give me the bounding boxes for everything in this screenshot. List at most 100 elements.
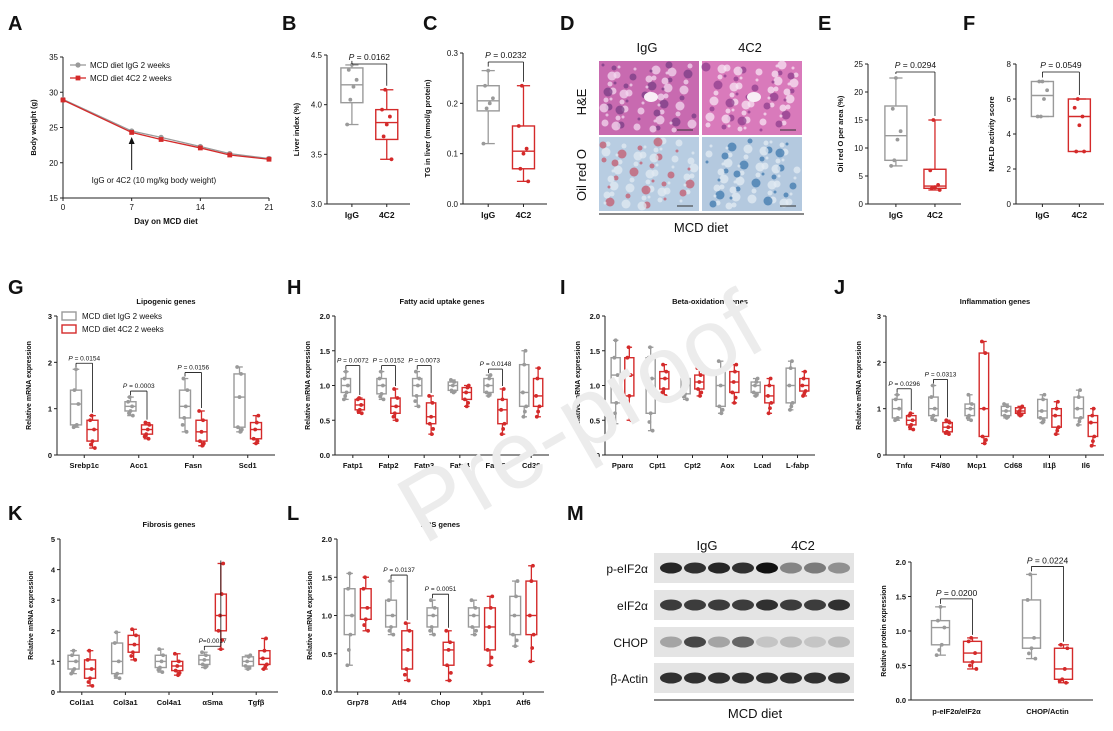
p-value-label: P = 0.0156 <box>177 365 209 372</box>
x-tick-label: Aox <box>720 461 735 470</box>
tissue-cell <box>705 112 715 122</box>
y-tick-label: 3.5 <box>311 150 323 159</box>
x-tick-label: Tnfα <box>896 461 913 470</box>
tissue-cell <box>719 174 729 184</box>
tissue-cell <box>617 149 627 159</box>
data-point <box>343 394 348 398</box>
data-point <box>491 96 495 101</box>
legend-label: MCD diet 4C2 2 weeks <box>82 325 164 334</box>
tissue-cell <box>661 181 667 187</box>
tissue-cell <box>783 98 787 102</box>
data-point <box>1037 79 1042 84</box>
data-point <box>698 373 703 377</box>
series-marker <box>197 145 203 151</box>
tissue-cell <box>793 72 799 78</box>
data-point <box>117 676 122 681</box>
y-tick-label: 1 <box>877 405 881 414</box>
panel-letter: F <box>963 13 975 35</box>
box-rect <box>233 373 246 428</box>
data-point <box>937 188 942 192</box>
tissue-cell <box>653 109 661 117</box>
tissue-cell <box>649 125 657 133</box>
data-point <box>928 168 933 173</box>
blot-band <box>828 636 850 648</box>
y-axis-label: Oil red O per area (%) <box>836 95 845 172</box>
data-point <box>698 394 702 398</box>
data-point <box>357 407 362 412</box>
data-point <box>133 657 138 662</box>
y-tick-label: 2 <box>1007 165 1012 174</box>
tissue-cell <box>777 70 783 76</box>
tissue-cell <box>727 152 733 158</box>
x-tick-label: Srebp1c <box>69 461 99 470</box>
tissue-cell <box>771 80 775 84</box>
data-point <box>159 659 164 664</box>
data-point <box>983 351 988 355</box>
tissue-cell <box>771 70 779 78</box>
data-point <box>937 648 942 652</box>
data-point <box>520 390 525 395</box>
y-tick-label: 3 <box>51 596 55 605</box>
tissue-cell <box>771 174 777 180</box>
tissue-cell <box>637 145 643 151</box>
chart-series: Pparα Cpt1 Cpt2 Aox Lcad L-fabp <box>610 338 810 470</box>
y-tick-label: 2 <box>877 358 881 367</box>
tissue-cell <box>689 163 699 173</box>
x-tick-label: Fatp1 <box>343 461 363 470</box>
data-point <box>755 376 760 381</box>
box-rect <box>511 125 536 170</box>
y-tick-label: 0.0 <box>590 451 600 460</box>
tissue-cell <box>669 121 673 125</box>
tissue-cell <box>605 141 611 147</box>
data-point <box>790 400 795 405</box>
tissue-cell <box>743 144 753 154</box>
y-tick-label: 25 <box>49 124 58 133</box>
data-point <box>534 414 539 419</box>
blot-band <box>780 672 802 684</box>
data-point <box>934 653 939 658</box>
panel-letter: K <box>8 503 23 525</box>
data-point <box>484 390 489 395</box>
legend-label: MCD diet IgG 2 weeks <box>90 61 170 70</box>
data-point <box>430 400 435 405</box>
data-point <box>696 387 700 391</box>
x-tick-label: 0 <box>61 203 66 212</box>
data-point <box>72 667 77 671</box>
data-point <box>464 390 469 395</box>
data-point <box>236 425 240 430</box>
data-point <box>663 376 667 381</box>
data-point <box>130 627 134 632</box>
band-label: eIF2α <box>617 599 648 613</box>
data-point <box>526 179 531 184</box>
blot-band <box>708 636 730 648</box>
data-point <box>1065 646 1070 651</box>
data-point <box>1035 114 1040 119</box>
tissue-cell <box>621 143 627 149</box>
tissue-cell <box>671 117 681 127</box>
tissue-cell <box>599 141 607 149</box>
data-point <box>946 425 951 430</box>
x-tick-label: IgG <box>345 210 360 220</box>
tissue-cell <box>747 194 757 204</box>
data-point <box>613 411 617 416</box>
data-point <box>1004 409 1008 413</box>
tissue-cell <box>633 161 639 167</box>
data-point <box>626 406 630 410</box>
tissue-cell <box>709 200 717 208</box>
tissue-cell <box>785 142 789 146</box>
data-point <box>359 403 364 407</box>
data-point <box>448 378 453 382</box>
x-tick-label: Fatp5 <box>485 461 505 470</box>
blot-band <box>684 672 706 684</box>
panel-letter: D <box>560 13 574 35</box>
y-tick-label: 0.3 <box>447 49 459 58</box>
tissue-cell <box>617 65 621 69</box>
tissue-cell <box>657 93 665 101</box>
tissue-cell <box>781 120 787 126</box>
data-point <box>894 76 898 80</box>
tissue-cell <box>617 159 623 165</box>
y-tick-label: 1 <box>51 657 55 666</box>
data-point <box>177 670 182 675</box>
chart-title: Fibrosis genes <box>143 520 196 529</box>
tissue-cell <box>691 113 697 119</box>
